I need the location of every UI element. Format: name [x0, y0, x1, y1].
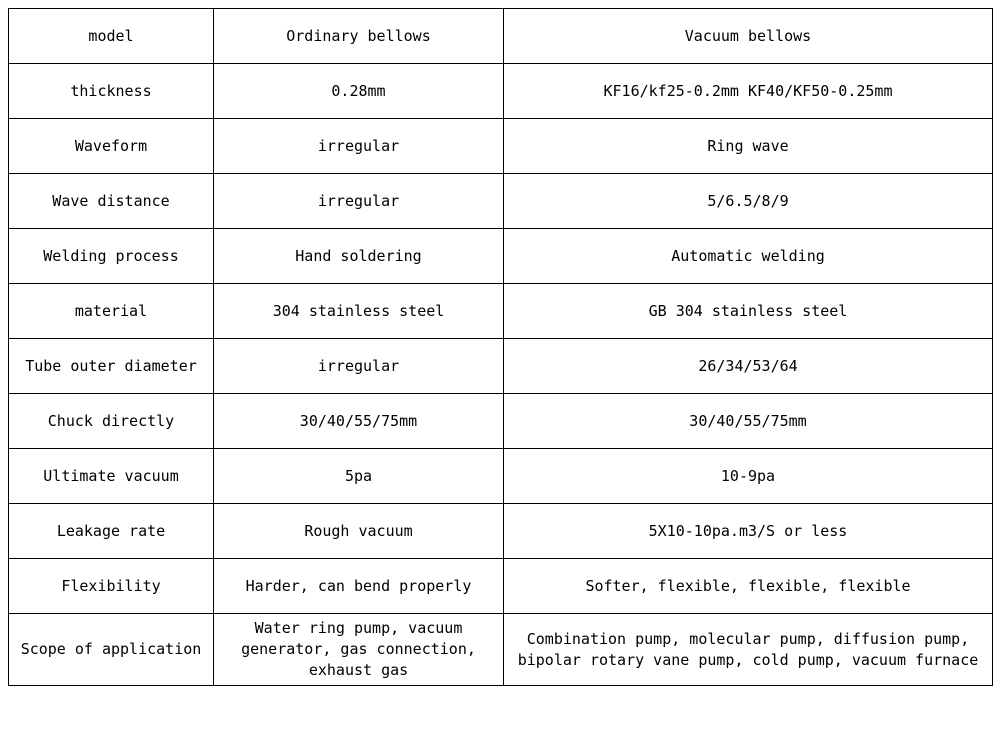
cell-label: thickness	[9, 64, 214, 119]
cell-ordinary: irregular	[214, 339, 504, 394]
cell-vacuum: KF16/kf25-0.2mm KF40/KF50-0.25mm	[504, 64, 993, 119]
cell-vacuum: Ring wave	[504, 119, 993, 174]
cell-vacuum: 10-9pa	[504, 449, 993, 504]
table-row: Waveform irregular Ring wave	[9, 119, 993, 174]
cell-label: Welding process	[9, 229, 214, 284]
bellows-comparison-table: model Ordinary bellows Vacuum bellows th…	[8, 8, 993, 686]
table-row: Scope of application Water ring pump, va…	[9, 614, 993, 686]
cell-ordinary: Ordinary bellows	[214, 9, 504, 64]
cell-label: Waveform	[9, 119, 214, 174]
cell-label: Wave distance	[9, 174, 214, 229]
cell-label: Ultimate vacuum	[9, 449, 214, 504]
cell-vacuum: Softer, flexible, flexible, flexible	[504, 559, 993, 614]
table-row: material 304 stainless steel GB 304 stai…	[9, 284, 993, 339]
cell-vacuum: 26/34/53/64	[504, 339, 993, 394]
cell-ordinary: irregular	[214, 174, 504, 229]
cell-vacuum: Automatic welding	[504, 229, 993, 284]
cell-ordinary: 0.28mm	[214, 64, 504, 119]
cell-ordinary: Harder, can bend properly	[214, 559, 504, 614]
cell-vacuum: 30/40/55/75mm	[504, 394, 993, 449]
table-row: Flexibility Harder, can bend properly So…	[9, 559, 993, 614]
cell-label: Chuck directly	[9, 394, 214, 449]
cell-label: Flexibility	[9, 559, 214, 614]
table-row: thickness 0.28mm KF16/kf25-0.2mm KF40/KF…	[9, 64, 993, 119]
table-row: Welding process Hand soldering Automatic…	[9, 229, 993, 284]
cell-ordinary: Rough vacuum	[214, 504, 504, 559]
cell-label: Tube outer diameter	[9, 339, 214, 394]
cell-label: Scope of application	[9, 614, 214, 686]
cell-ordinary: Water ring pump, vacuum generator, gas c…	[214, 614, 504, 686]
table-row: Tube outer diameter irregular 26/34/53/6…	[9, 339, 993, 394]
cell-label: Leakage rate	[9, 504, 214, 559]
cell-ordinary: 5pa	[214, 449, 504, 504]
cell-ordinary: irregular	[214, 119, 504, 174]
cell-vacuum: 5/6.5/8/9	[504, 174, 993, 229]
cell-label: material	[9, 284, 214, 339]
table-row: Leakage rate Rough vacuum 5X10-10pa.m3/S…	[9, 504, 993, 559]
cell-vacuum: GB 304 stainless steel	[504, 284, 993, 339]
cell-vacuum: 5X10-10pa.m3/S or less	[504, 504, 993, 559]
table-body: model Ordinary bellows Vacuum bellows th…	[9, 9, 993, 686]
table-row: Wave distance irregular 5/6.5/8/9	[9, 174, 993, 229]
cell-vacuum: Combination pump, molecular pump, diffus…	[504, 614, 993, 686]
cell-label: model	[9, 9, 214, 64]
cell-ordinary: Hand soldering	[214, 229, 504, 284]
table-row: Chuck directly 30/40/55/75mm 30/40/55/75…	[9, 394, 993, 449]
cell-ordinary: 304 stainless steel	[214, 284, 504, 339]
table-row: Ultimate vacuum 5pa 10-9pa	[9, 449, 993, 504]
cell-ordinary: 30/40/55/75mm	[214, 394, 504, 449]
table-row: model Ordinary bellows Vacuum bellows	[9, 9, 993, 64]
cell-vacuum: Vacuum bellows	[504, 9, 993, 64]
